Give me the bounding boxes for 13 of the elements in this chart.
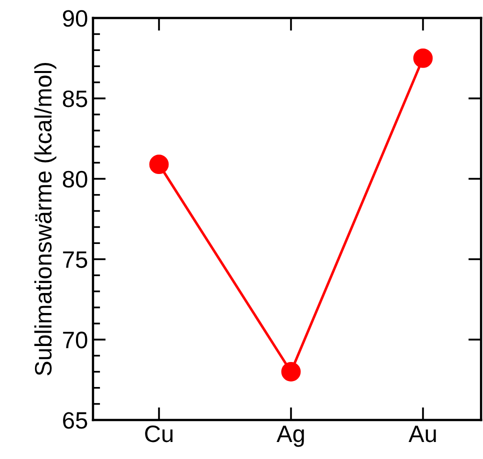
x-tick-label: Ag (276, 426, 304, 447)
y-axis-title: Sublimationswärme (kcal/mol) (34, 63, 56, 376)
y-tick-label: 80 (62, 170, 88, 188)
point (149, 154, 169, 174)
x-tick-label: Au (408, 426, 436, 442)
point (413, 48, 433, 68)
x-tick-label: Cu (145, 425, 173, 442)
y-tick-label: 85 (62, 90, 88, 108)
y-tick-label: 90 (62, 10, 88, 27)
point (281, 362, 301, 382)
y-tick-label: 65 (63, 412, 88, 429)
y-tick-label: 70 (63, 332, 88, 348)
y-tick-label: 75 (63, 252, 88, 268)
